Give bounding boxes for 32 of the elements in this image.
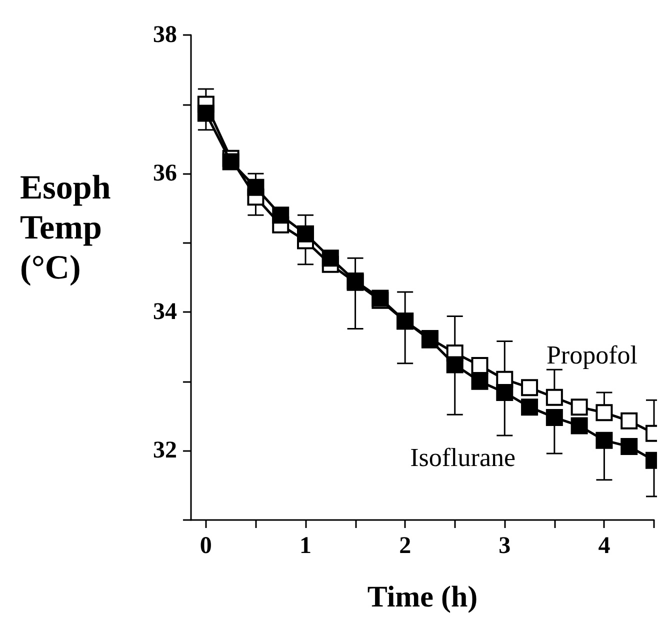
point	[620, 412, 638, 430]
series-label: Isoflurane	[410, 443, 516, 472]
point	[247, 178, 264, 196]
point	[322, 250, 339, 267]
x-tick-label: 0	[200, 533, 212, 559]
point	[471, 372, 488, 390]
point	[570, 398, 588, 416]
point	[471, 356, 488, 374]
point	[596, 432, 613, 449]
point	[546, 388, 563, 406]
x-tick-label: 3	[498, 533, 511, 559]
x-axis-title: Time (h)	[367, 580, 478, 614]
point	[496, 384, 514, 402]
point	[620, 438, 638, 456]
point	[596, 404, 613, 422]
point	[222, 153, 240, 170]
point	[546, 408, 563, 426]
point	[272, 206, 290, 224]
y-tick-label: 34	[153, 299, 177, 326]
point	[570, 417, 588, 434]
x-tick-label: 1	[300, 533, 312, 559]
x-tick-label: 2	[399, 533, 412, 559]
y-tick-label: 36	[153, 160, 177, 187]
y-axis-title: Esoph Temp (°C)	[20, 170, 111, 286]
point	[197, 104, 214, 122]
series-label: Propofol	[546, 340, 638, 370]
x-tick-label: 4	[598, 533, 610, 559]
y-tick-label: 38	[153, 22, 177, 48]
y-tick-label: 32	[153, 438, 177, 464]
point	[446, 356, 464, 374]
point	[521, 379, 538, 396]
point	[521, 398, 538, 416]
